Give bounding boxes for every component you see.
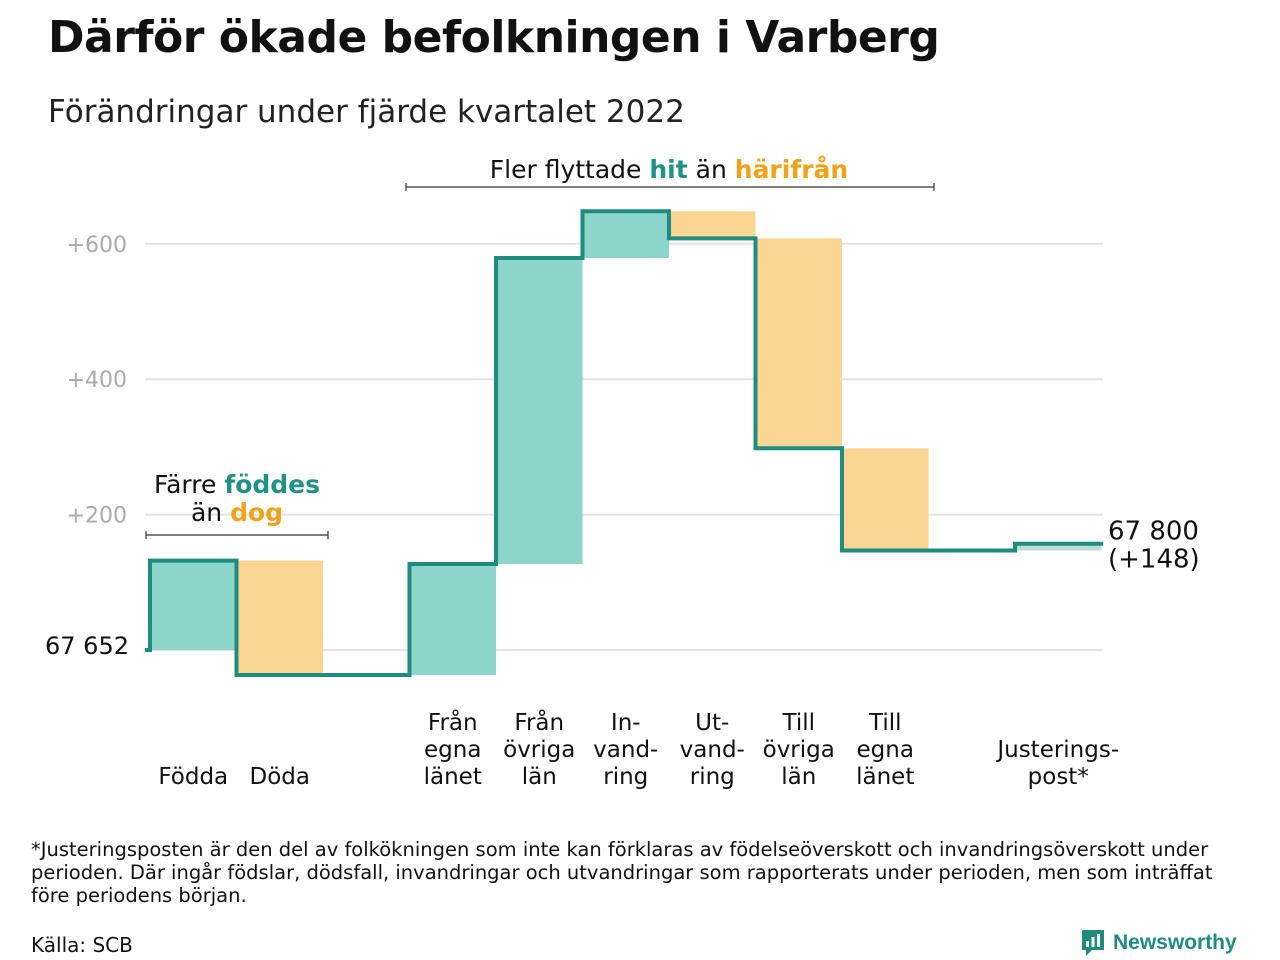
bar-increase [496,258,583,565]
bar-increase [582,211,669,259]
category-label: Ut- [695,710,729,736]
annotation-births-line1: Färre föddes [154,470,320,499]
brand-name: Newsworthy [1113,931,1237,954]
category-label: Till [781,710,815,736]
chart-subtitle: Förändringar under fjärde kvartalet 2022 [48,94,685,130]
bar-decrease [842,448,929,551]
bar-decrease [755,238,842,449]
brand[interactable]: Newsworthy [1080,928,1237,958]
category-label: Från [428,708,478,736]
category-label: In- [611,710,641,736]
annotation-migration-bracket [405,183,935,191]
annotation-births-bracket [145,531,329,539]
cumulative-step-line [145,209,1103,678]
annotation-births-line2: än dog [191,498,283,527]
annotation-migration: Fler flyttade hit än härifrån [490,155,848,184]
footnote: *Justeringsposten är den del av folkökni… [31,838,1213,907]
category-label: Födda [158,764,228,790]
category-label: ring [603,764,648,790]
category-label: vand- [593,737,658,763]
category-label: Från [514,708,564,736]
y-tick-label: +200 [67,504,127,529]
category-label: länet [424,764,482,790]
category-label: Till [868,710,902,736]
category-label: egna [857,737,914,763]
y-tick-label: +600 [67,233,127,258]
chart-title: Därför ökade befolkningen i Varberg [48,12,940,63]
step-line-layer [145,209,1103,678]
category-label: vand- [680,737,745,763]
source-text: Källa: SCB [31,933,133,957]
category-label: egna [424,737,481,763]
bar-increase [150,560,237,650]
start-value-label: 67 652 [45,632,129,660]
category-label: post* [1028,764,1089,790]
category-label: ring [690,764,735,790]
category-label: Döda [250,764,310,790]
bar-decrease [669,211,756,239]
bar-layer [150,211,1102,676]
category-label: Justerings- [995,737,1119,763]
bar-adjustment [1015,543,1102,551]
y-tick-label: +400 [67,368,127,393]
category-label: övriga [503,737,575,763]
category-label: länet [856,764,914,790]
bar-increase [409,564,496,676]
bar-decrease [236,560,323,676]
end-change-label: (+148) [1108,545,1200,575]
category-label: län [781,764,816,790]
category-label: län [522,764,557,790]
category-label: övriga [763,737,835,763]
end-value-label: 67 800 [1108,517,1199,547]
newsworthy-logo-icon [1082,930,1104,956]
